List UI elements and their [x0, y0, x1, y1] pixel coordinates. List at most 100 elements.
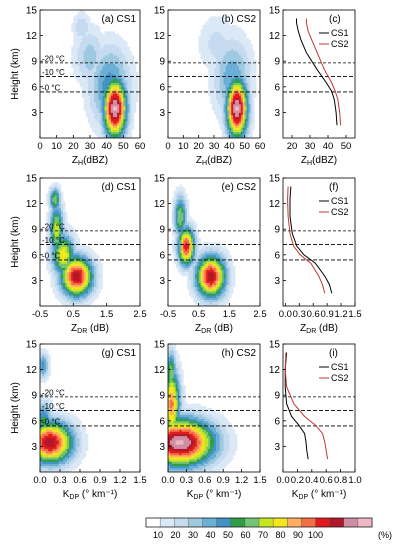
contour-cell: [187, 237, 190, 241]
contour-cell: [206, 274, 209, 277]
contour-cell: [173, 229, 177, 232]
contour-cell: [121, 59, 124, 62]
contour-cell: [242, 76, 246, 79]
contour-cell: [225, 67, 228, 71]
contour-cell: [219, 42, 223, 45]
contour-cell: [42, 433, 45, 437]
contour-cell: [191, 252, 194, 256]
contour-cell: [227, 52, 230, 56]
contour-cell: [219, 299, 223, 303]
contour-cell: [175, 229, 178, 232]
contour-cell: [191, 235, 194, 239]
contour-cell: [71, 297, 74, 300]
contour-cell: [81, 42, 85, 45]
contour-cell: [127, 97, 130, 100]
contour-cell: [221, 101, 224, 105]
contour-cell: [87, 16, 91, 19]
contour-cell: [96, 91, 99, 94]
contour-cell: [223, 254, 226, 258]
contour-cell: [204, 250, 207, 254]
contour-cell: [85, 61, 89, 64]
contour-cell: [77, 71, 80, 75]
contour-cell: [60, 288, 64, 292]
contour-cell: [90, 99, 93, 103]
contour-cell: [208, 59, 211, 62]
contour-cell: [79, 274, 83, 277]
contour-cell: [127, 84, 130, 88]
contour-cell: [206, 39, 209, 43]
contour-cell: [40, 437, 43, 441]
contour-cell: [200, 278, 203, 281]
contour-cell: [50, 192, 53, 196]
contour-cell: [250, 67, 253, 71]
contour-cell: [238, 48, 242, 51]
contour-cell: [221, 244, 224, 247]
contour-cell: [177, 205, 180, 209]
contour-cell: [110, 71, 114, 75]
contour-cell: [189, 274, 192, 277]
contour-cell: [225, 80, 228, 83]
contour-cell: [81, 14, 85, 17]
contour-cell: [62, 242, 66, 245]
contour-cell: [121, 42, 124, 45]
contour-cell: [171, 244, 175, 247]
contour-cell: [183, 212, 186, 215]
contour-cell: [223, 54, 226, 58]
contour-cell: [83, 103, 87, 107]
contour-cell: [98, 95, 101, 98]
contour-cell: [223, 63, 226, 66]
contour-cell: [102, 108, 105, 111]
contour-cell: [183, 269, 186, 273]
contour-cell: [223, 22, 226, 26]
contour-cell: [106, 114, 110, 118]
contour-cell: [192, 271, 196, 275]
contour-cell: [179, 263, 182, 266]
contour-cell: [183, 271, 186, 275]
contour-cell: [112, 48, 116, 51]
contour-cell: [235, 24, 238, 28]
contour-cell: [60, 269, 64, 273]
contour-cell: [214, 33, 217, 36]
contour-cell: [104, 61, 108, 64]
contour-cell: [117, 71, 120, 75]
contour-cell: [204, 252, 207, 256]
contour-cell: [214, 274, 217, 277]
contour-cell: [191, 276, 194, 279]
contour-cell: [233, 44, 236, 47]
contour-cell: [194, 239, 198, 243]
contour-cell: [206, 29, 209, 32]
contour-cell: [75, 74, 78, 77]
contour-cell: [92, 97, 95, 100]
contour-cell: [225, 103, 228, 107]
contour-cell: [127, 108, 130, 111]
contour-cell: [98, 74, 101, 77]
contour-cell: [119, 93, 122, 96]
contour-cell: [100, 91, 103, 94]
contour-cell: [56, 186, 60, 190]
contour-cell: [244, 103, 247, 107]
contour-cell: [185, 224, 188, 228]
contour-cell: [191, 246, 194, 249]
contour-cell: [62, 235, 66, 239]
contour-cell: [123, 86, 126, 90]
panel-label: (f): [329, 182, 338, 193]
contour-cell: [42, 399, 45, 402]
contour-cell: [129, 103, 133, 107]
contour-cell: [198, 297, 201, 300]
contour-cell: [210, 86, 213, 90]
contour-cell: [179, 203, 182, 207]
contour-cell: [92, 31, 95, 34]
contour-cell: [219, 33, 223, 36]
contour-cell: [94, 276, 97, 279]
contour-cell: [73, 248, 76, 251]
contour-cell: [179, 222, 182, 226]
contour-cell: [237, 112, 240, 115]
contour-cell: [65, 297, 68, 300]
contour-cell: [75, 31, 78, 34]
contour-cell: [119, 108, 122, 111]
contour-cell: [227, 125, 230, 128]
contour-cell: [54, 246, 58, 249]
contour-cell: [90, 261, 93, 264]
contour-cell: [214, 27, 217, 30]
contour-cell: [115, 35, 118, 39]
